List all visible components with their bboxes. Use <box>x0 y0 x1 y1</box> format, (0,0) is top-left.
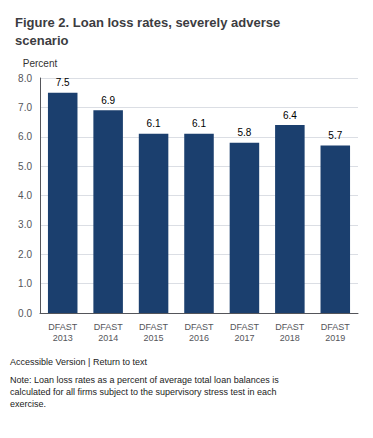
svg-text:2017: 2017 <box>234 333 254 343</box>
svg-text:4.0: 4.0 <box>18 190 32 201</box>
svg-text:1.0: 1.0 <box>18 278 32 289</box>
svg-text:Accessible Version | Return to: Accessible Version | Return to text <box>10 357 147 367</box>
svg-text:2.0: 2.0 <box>18 249 32 260</box>
svg-text:6.1: 6.1 <box>147 118 161 129</box>
svg-text:5.7: 5.7 <box>328 130 342 141</box>
svg-text:2013: 2013 <box>53 333 73 343</box>
svg-text:DFAST: DFAST <box>275 322 305 332</box>
svg-text:DFAST: DFAST <box>48 322 78 332</box>
svg-text:6.4: 6.4 <box>283 110 297 121</box>
svg-text:6.1: 6.1 <box>192 118 206 129</box>
svg-text:2014: 2014 <box>98 333 118 343</box>
svg-text:2019: 2019 <box>325 333 345 343</box>
svg-text:Note: Loan loss rates as a per: Note: Loan loss rates as a percent of av… <box>10 375 279 385</box>
svg-text:DFAST: DFAST <box>230 322 260 332</box>
svg-text:DFAST: DFAST <box>184 322 214 332</box>
svg-text:DFAST: DFAST <box>321 322 351 332</box>
svg-text:DFAST: DFAST <box>94 322 124 332</box>
svg-text:2016: 2016 <box>189 333 209 343</box>
svg-text:5.8: 5.8 <box>237 127 251 138</box>
svg-text:7.5: 7.5 <box>56 77 70 88</box>
svg-text:2018: 2018 <box>280 333 300 343</box>
svg-text:Percent: Percent <box>23 58 58 69</box>
svg-text:8.0: 8.0 <box>18 73 32 84</box>
svg-text:calculated for all firms subje: calculated for all firms subject to the … <box>10 387 277 397</box>
svg-text:6.0: 6.0 <box>18 131 32 142</box>
svg-text:Figure 2. Loan loss rates, sev: Figure 2. Loan loss rates, severely adve… <box>15 15 280 30</box>
svg-text:DFAST: DFAST <box>139 322 169 332</box>
svg-text:7.0: 7.0 <box>18 102 32 113</box>
svg-text:exercise.: exercise. <box>10 399 46 409</box>
svg-text:2015: 2015 <box>144 333 164 343</box>
svg-text:0.0: 0.0 <box>18 308 32 319</box>
svg-text:3.0: 3.0 <box>18 219 32 230</box>
svg-text:6.9: 6.9 <box>101 95 115 106</box>
svg-text:scenario: scenario <box>15 33 69 48</box>
svg-text:5.0: 5.0 <box>18 161 32 172</box>
